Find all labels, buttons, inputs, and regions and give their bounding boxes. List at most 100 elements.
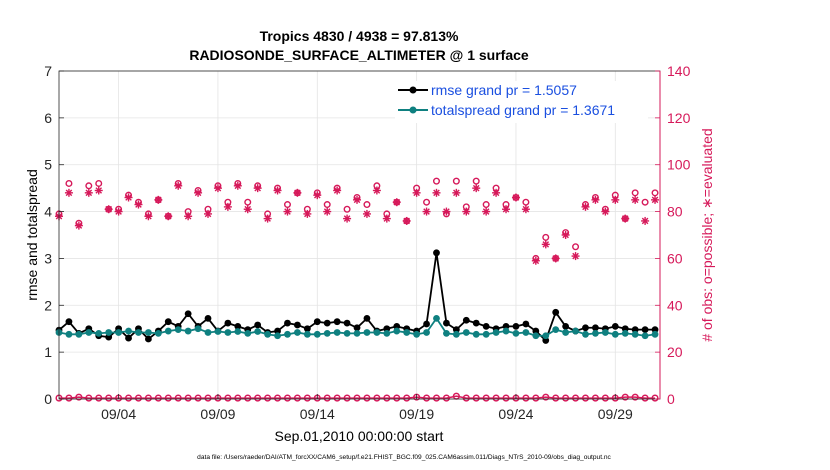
y-right-tick-label: 100	[667, 157, 691, 173]
obs-evaluated-marker	[154, 195, 163, 204]
obs-evaluated-stroke	[532, 257, 540, 265]
obs-baseline-marker	[472, 394, 480, 402]
totalspread-point	[601, 329, 609, 336]
obs-evaluated-marker	[511, 193, 520, 202]
obs-evaluated-stroke	[403, 217, 410, 225]
obs-evaluated-stroke	[214, 184, 222, 192]
obs-baseline-marker	[343, 394, 351, 402]
obs-baseline-marker	[363, 394, 371, 402]
obs-possible-marker	[522, 198, 530, 206]
obs-baseline-marker	[492, 394, 500, 402]
left-axis-label: rmse and totalspread	[24, 169, 40, 301]
y-left-tick-label: 7	[44, 63, 52, 79]
obs-evaluated-stroke	[443, 208, 450, 215]
obs-evaluated-stroke	[433, 189, 440, 197]
totalspread-point	[542, 332, 550, 340]
obs-baseline-marker	[601, 394, 609, 402]
obs-evaluated-stroke	[423, 208, 430, 215]
obs-evaluated-stroke	[492, 189, 500, 197]
rmse-point	[592, 324, 599, 332]
obs-baseline-marker	[532, 394, 540, 402]
rmse-point	[125, 334, 132, 342]
obs-evaluated-marker	[243, 205, 252, 214]
obs-evaluated-marker	[184, 212, 193, 221]
x-tick-label: 09/29	[598, 406, 633, 422]
obs-baseline-marker	[124, 394, 133, 402]
obs-evaluated-stroke	[85, 189, 93, 197]
totalspread-point	[383, 330, 391, 337]
obs-evaluated-marker	[482, 207, 491, 216]
x-tick-label: 09/19	[399, 406, 434, 422]
y-left-tick-label: 3	[44, 250, 52, 266]
rmse-point	[651, 326, 659, 334]
obs-evaluated-stroke	[542, 241, 550, 248]
totalspread-point	[274, 332, 281, 340]
obs-evaluated-marker	[353, 195, 362, 204]
obs-baseline-marker	[581, 394, 590, 402]
obs-evaluated-marker	[621, 214, 630, 223]
obs-evaluated-marker	[591, 195, 600, 204]
obs-baseline-marker	[323, 394, 331, 402]
obs-evaluated-stroke	[453, 189, 460, 197]
totalspread-point	[65, 330, 73, 338]
rmse-point	[542, 337, 550, 344]
obs-evaluated-marker	[253, 184, 262, 193]
obs-baseline-marker	[542, 393, 550, 401]
totalspread-point	[433, 315, 440, 322]
totalspread-point	[184, 327, 192, 335]
obs-baseline-marker	[482, 394, 490, 402]
obs-possible-marker	[651, 189, 659, 197]
obs-baseline-marker	[591, 394, 599, 402]
legend-spread-label: totalspread grand pr = 1.3671	[431, 102, 615, 118]
obs-evaluated-stroke	[125, 194, 132, 201]
rmse-point	[631, 326, 639, 334]
totalspread-point	[214, 328, 222, 335]
obs-evaluated-stroke	[224, 203, 232, 211]
obs-baseline-marker	[65, 394, 73, 402]
totalspread-point	[333, 329, 341, 336]
obs-evaluated-marker	[283, 207, 292, 216]
obs-evaluated-marker	[571, 252, 580, 261]
y-left-tick-label: 6	[44, 110, 52, 126]
obs-evaluated-marker	[551, 254, 560, 263]
obs-baseline-marker	[174, 394, 182, 402]
obs-baseline-marker	[303, 394, 311, 402]
totalspread-point	[423, 329, 430, 336]
obs-baseline-marker	[264, 394, 272, 402]
obs-evaluated-stroke	[65, 189, 73, 197]
obs-possible-marker	[482, 201, 490, 209]
totalspread-point	[204, 329, 212, 336]
obs-baseline-marker	[373, 394, 381, 402]
obs-possible-marker	[343, 205, 351, 213]
totalspread-point	[125, 327, 132, 335]
rmse-point	[343, 319, 351, 327]
obs-possible-marker	[641, 198, 649, 206]
obs-evaluated-stroke	[383, 215, 391, 222]
totalspread-point	[512, 330, 520, 337]
rmse-point	[383, 325, 391, 333]
obs-evaluated-stroke	[502, 205, 510, 213]
obs-evaluated-stroke	[393, 198, 401, 206]
obs-evaluated-stroke	[363, 210, 371, 218]
obs-evaluated-marker	[651, 195, 660, 204]
obs-baseline-marker	[254, 394, 262, 402]
totalspread-point	[572, 327, 579, 335]
obs-evaluated-marker	[233, 181, 242, 190]
obs-evaluated-marker	[402, 216, 411, 225]
obs-evaluated-stroke	[562, 231, 569, 239]
rmse-point	[423, 320, 430, 328]
rmse-point	[532, 327, 540, 335]
chart-title-line2: RADIOSONDE_SURFACE_ALTIMETER @ 1 surface	[189, 47, 529, 63]
rmse-point	[164, 318, 172, 326]
obs-evaluated-stroke	[651, 196, 659, 204]
obs-evaluated-marker	[442, 207, 451, 216]
totalspread-point	[582, 330, 589, 338]
obs-baseline-marker	[224, 394, 232, 402]
obs-evaluated-stroke	[462, 208, 470, 215]
totalspread-point	[135, 329, 142, 336]
obs-evaluated-marker	[303, 209, 312, 218]
obs-baseline-marker	[144, 394, 152, 402]
obs-baseline-line	[59, 395, 656, 399]
totalspread-point	[562, 329, 570, 336]
obs-baseline-marker	[641, 394, 649, 402]
